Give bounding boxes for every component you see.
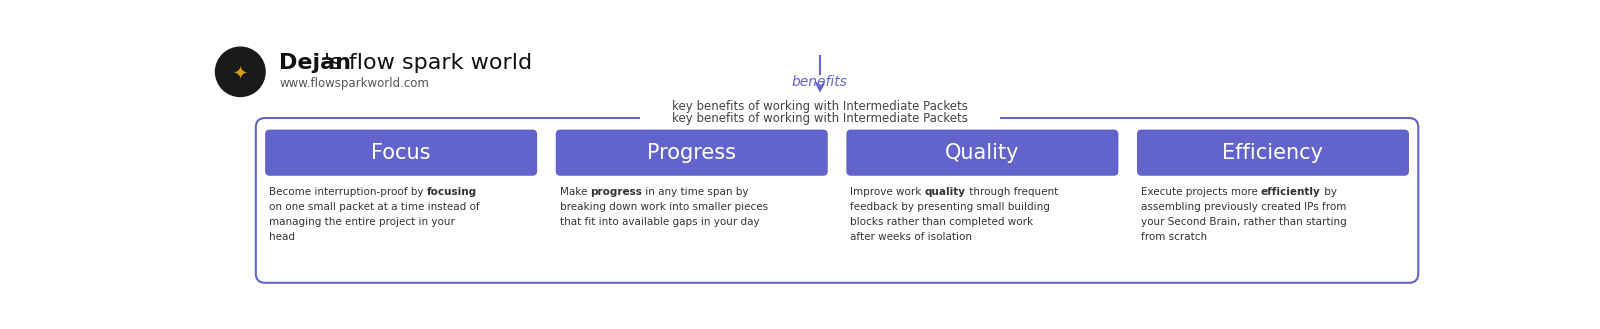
FancyBboxPatch shape: [266, 130, 538, 176]
Text: your Second Brain, rather than starting: your Second Brain, rather than starting: [1141, 216, 1347, 227]
Text: Improve work: Improve work: [850, 187, 925, 196]
Text: in any time span by: in any time span by: [642, 187, 749, 196]
Text: head: head: [269, 232, 294, 241]
Text: www.flowsparkworld.com: www.flowsparkworld.com: [278, 77, 429, 90]
Text: that fit into available gaps in your day: that fit into available gaps in your day: [560, 216, 760, 227]
Text: on one small packet at a time instead of: on one small packet at a time instead of: [269, 202, 480, 212]
Circle shape: [216, 47, 266, 96]
Text: ✦: ✦: [232, 66, 248, 84]
Text: Quality: Quality: [946, 143, 1019, 163]
Text: by: by: [1320, 187, 1336, 196]
Text: breaking down work into smaller pieces: breaking down work into smaller pieces: [560, 202, 768, 212]
Text: quality: quality: [925, 187, 966, 196]
FancyBboxPatch shape: [1138, 130, 1410, 176]
Text: key benefits of working with Intermediate Packets: key benefits of working with Intermediat…: [672, 112, 968, 124]
Text: progress: progress: [590, 187, 642, 196]
Text: Progress: Progress: [648, 143, 736, 163]
Text: assembling previously created IPs from: assembling previously created IPs from: [1141, 202, 1346, 212]
Text: key benefits of working with Intermediate Packets: key benefits of working with Intermediat…: [672, 100, 968, 113]
Text: blocks rather than completed work: blocks rather than completed work: [850, 216, 1034, 227]
Text: focusing: focusing: [427, 187, 477, 196]
Text: benefits: benefits: [792, 75, 848, 89]
Text: Focus: Focus: [371, 143, 430, 163]
Text: Become interruption-proof by: Become interruption-proof by: [269, 187, 427, 196]
Text: efficiently: efficiently: [1261, 187, 1320, 196]
Text: Efficiency: Efficiency: [1222, 143, 1323, 163]
Text: feedback by presenting small building: feedback by presenting small building: [850, 202, 1050, 212]
Text: Dejan: Dejan: [278, 53, 350, 73]
Text: 's flow spark world: 's flow spark world: [323, 53, 531, 73]
Text: managing the entire project in your: managing the entire project in your: [269, 216, 454, 227]
Text: through frequent: through frequent: [966, 187, 1058, 196]
Text: from scratch: from scratch: [1141, 232, 1206, 241]
FancyBboxPatch shape: [555, 130, 827, 176]
Text: Execute projects more: Execute projects more: [1141, 187, 1261, 196]
FancyBboxPatch shape: [846, 130, 1118, 176]
Text: after weeks of isolation: after weeks of isolation: [850, 232, 973, 241]
Text: Make: Make: [560, 187, 590, 196]
